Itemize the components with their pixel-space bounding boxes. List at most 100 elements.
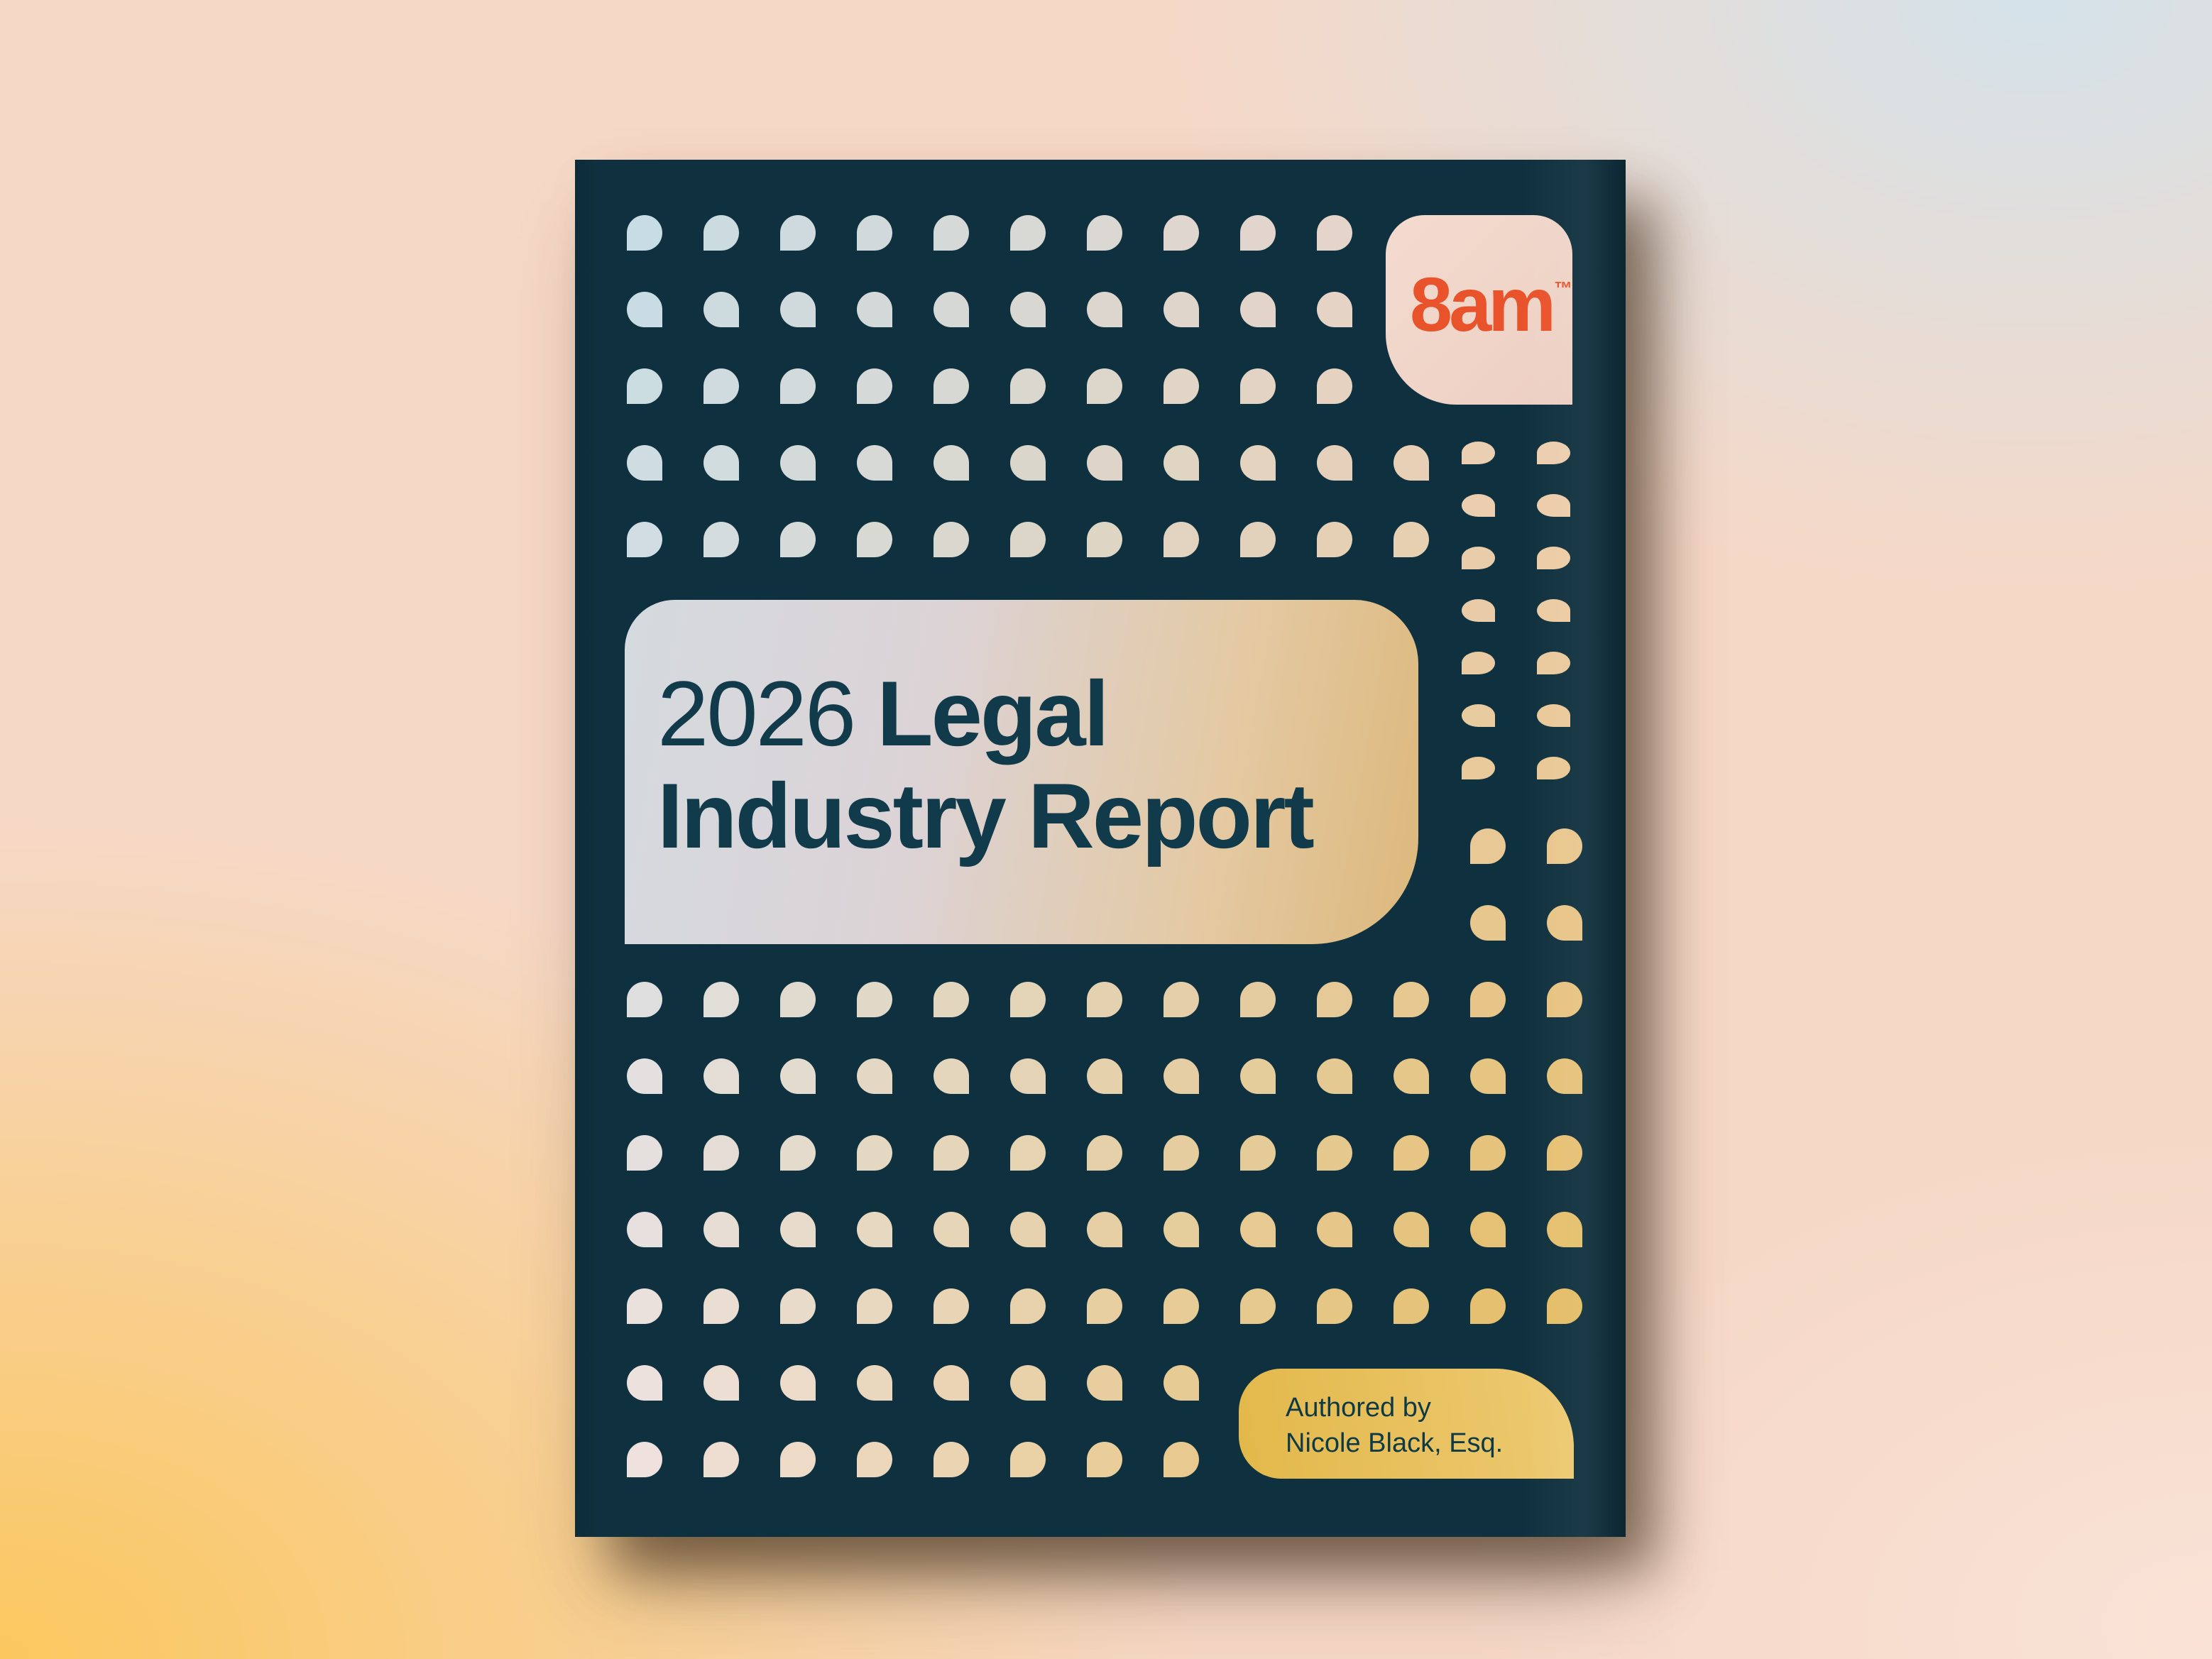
pattern-dot	[703, 1212, 739, 1247]
pattern-dot	[1317, 368, 1352, 404]
pattern-dot	[1547, 982, 1582, 1017]
pattern-dot	[1317, 1058, 1352, 1094]
pattern-dot	[1462, 547, 1495, 569]
pattern-dot	[1164, 368, 1199, 404]
report-cover: 8am ™ 2026 Legal Industry Report Authored …	[575, 160, 1626, 1537]
pattern-dot	[857, 1212, 892, 1247]
pattern-dot	[1317, 215, 1352, 251]
pattern-dot	[703, 1442, 739, 1477]
pattern-dot	[933, 1288, 969, 1324]
author-name: Nicole Black, Esq.	[1286, 1428, 1504, 1458]
pattern-dot	[703, 1135, 739, 1171]
pattern-dot	[1547, 1135, 1582, 1171]
pattern-dot	[1240, 982, 1276, 1017]
pattern-dot	[857, 292, 892, 327]
pattern-dot	[933, 1058, 969, 1094]
pattern-dot	[1240, 522, 1276, 557]
author-panel: Authored by Nicole Black, Esq.	[1239, 1369, 1574, 1479]
pattern-dot	[857, 982, 892, 1017]
pattern-dot	[933, 1135, 969, 1171]
pattern-dot	[1087, 445, 1122, 481]
pattern-dot	[627, 292, 662, 327]
pattern-dot	[1547, 1212, 1582, 1247]
pattern-dot	[1164, 292, 1199, 327]
pattern-dot	[1087, 522, 1122, 557]
pattern-dot	[857, 1135, 892, 1171]
pattern-dot	[1087, 1058, 1122, 1094]
pattern-dot	[780, 1365, 816, 1401]
pattern-dot	[1470, 982, 1506, 1017]
pattern-dot	[703, 1058, 739, 1094]
pattern-dot	[1164, 1058, 1199, 1094]
pattern-dot	[1537, 757, 1570, 779]
pattern-dot	[780, 1058, 816, 1094]
pattern-dot	[1010, 1365, 1046, 1401]
pattern-dot	[1010, 1135, 1046, 1171]
brand-logo-text: 8am	[1410, 261, 1556, 347]
pattern-dot	[1164, 522, 1199, 557]
pattern-dot	[780, 1135, 816, 1171]
pattern-dot	[1537, 599, 1570, 622]
pattern-dot	[1164, 1212, 1199, 1247]
pattern-dot	[1462, 442, 1495, 464]
pattern-dot	[1470, 1058, 1506, 1094]
pattern-dot	[1087, 292, 1122, 327]
pattern-dot	[1087, 1365, 1122, 1401]
pattern-dot	[1240, 292, 1276, 327]
pattern-dot	[780, 368, 816, 404]
pattern-dot	[627, 1135, 662, 1171]
pattern-dot	[857, 215, 892, 251]
pattern-dot	[1394, 982, 1429, 1017]
pattern-dot	[1087, 982, 1122, 1017]
pattern-dot	[1087, 1442, 1122, 1477]
pattern-dot	[1010, 1058, 1046, 1094]
pattern-dot	[1547, 1058, 1582, 1094]
pattern-dot	[780, 292, 816, 327]
pattern-dot	[933, 1442, 969, 1477]
pattern-dot	[1240, 1058, 1276, 1094]
pattern-dot	[857, 1058, 892, 1094]
pattern-dot	[780, 445, 816, 481]
pattern-dot	[857, 1365, 892, 1401]
pattern-dot	[1470, 828, 1506, 864]
pattern-dot	[1164, 1135, 1199, 1171]
pattern-dot	[780, 522, 816, 557]
pattern-dot	[703, 1288, 739, 1324]
pattern-dot	[703, 1365, 739, 1401]
pattern-dot	[1462, 599, 1495, 622]
trademark-symbol: ™	[1554, 278, 1573, 299]
pattern-dot	[627, 1212, 662, 1247]
pattern-dot	[1317, 445, 1352, 481]
pattern-dot	[627, 368, 662, 404]
pattern-dot	[1547, 905, 1582, 941]
pattern-dot	[1462, 704, 1495, 727]
pattern-dot	[933, 1212, 969, 1247]
pattern-dot	[1317, 1212, 1352, 1247]
pattern-dot	[933, 1365, 969, 1401]
title-line2: Industry Report	[657, 764, 1315, 867]
pattern-dot	[703, 292, 739, 327]
pattern-dot	[627, 215, 662, 251]
pattern-dot	[1240, 1212, 1276, 1247]
title-year: 2026	[657, 662, 856, 765]
pattern-dot	[933, 522, 969, 557]
pattern-dot	[1462, 494, 1495, 517]
pattern-dot	[1087, 1212, 1122, 1247]
pattern-dot	[1317, 1288, 1352, 1324]
pattern-dot	[1010, 982, 1046, 1017]
pattern-dot	[1010, 1442, 1046, 1477]
pattern-dot	[1164, 215, 1199, 251]
pattern-dot	[1010, 445, 1046, 481]
pattern-dot	[1547, 828, 1582, 864]
pattern-dot	[933, 445, 969, 481]
pattern-dot	[780, 1442, 816, 1477]
pattern-dot	[1394, 1288, 1429, 1324]
pattern-dot	[857, 1288, 892, 1324]
pattern-dot	[1010, 1212, 1046, 1247]
title-word-legal: Legal	[877, 662, 1110, 765]
pattern-dot	[703, 522, 739, 557]
pattern-dot	[1394, 1212, 1429, 1247]
pattern-dot	[1547, 1288, 1582, 1324]
pattern-dot	[1164, 1288, 1199, 1324]
